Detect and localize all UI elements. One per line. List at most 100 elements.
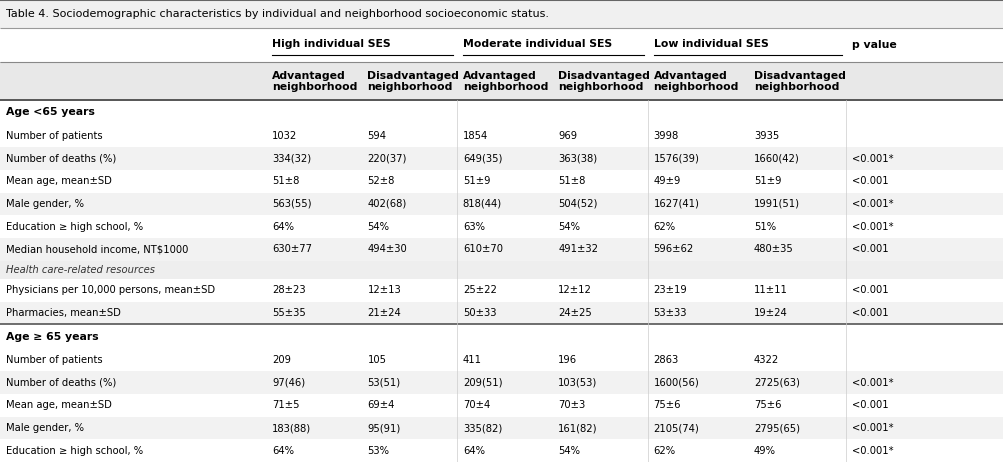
Text: 49±9: 49±9 [653,176,680,186]
Text: 53(51): 53(51) [367,378,400,388]
Text: 70±4: 70±4 [462,401,489,410]
Text: 2105(74): 2105(74) [653,423,699,433]
Text: 161(82): 161(82) [558,423,597,433]
Text: 969: 969 [558,131,577,141]
Bar [0,238,1003,261]
Text: Physicians per 10,000 persons, mean±SD: Physicians per 10,000 persons, mean±SD [6,286,215,295]
Text: <0.001*: <0.001* [852,446,893,456]
Text: 51±8: 51±8 [272,176,299,186]
Bar [0,100,1003,125]
Text: 3935: 3935 [753,131,778,141]
Text: <0.001*: <0.001* [852,423,893,433]
Text: Median household income, NT$1000: Median household income, NT$1000 [6,244,189,254]
Bar [0,147,1003,170]
Text: Mean age, mean±SD: Mean age, mean±SD [6,401,111,410]
Text: 53±33: 53±33 [653,308,686,318]
Text: 1991(51): 1991(51) [753,199,799,209]
Text: 1600(56): 1600(56) [653,378,699,388]
Bar [0,349,1003,371]
Text: 50±33: 50±33 [462,308,495,318]
Bar [0,394,1003,417]
Text: 2863: 2863 [653,355,678,365]
Text: 363(38): 363(38) [558,154,597,164]
Text: 1576(39): 1576(39) [653,154,699,164]
Text: 596±62: 596±62 [653,244,693,254]
Text: 12±13: 12±13 [367,286,401,295]
Text: 480±35: 480±35 [753,244,793,254]
Text: <0.001: <0.001 [852,308,888,318]
Text: 594: 594 [367,131,386,141]
Text: p value: p value [852,40,897,50]
Text: 11±11: 11±11 [753,286,787,295]
Text: Disadvantaged
neighborhood: Disadvantaged neighborhood [753,71,846,92]
Text: 71±5: 71±5 [272,401,299,410]
Bar [0,125,1003,147]
Text: Education ≥ high school, %: Education ≥ high school, % [6,222,143,231]
Text: 64%: 64% [462,446,484,456]
Text: 70±3: 70±3 [558,401,585,410]
Text: Pharmacies, mean±SD: Pharmacies, mean±SD [6,308,120,318]
Text: Advantaged
neighborhood: Advantaged neighborhood [272,71,357,92]
Bar [0,439,1003,462]
Text: Health care-related resources: Health care-related resources [6,265,154,275]
Text: 402(68): 402(68) [367,199,406,209]
Text: 630±77: 630±77 [272,244,312,254]
Text: 103(53): 103(53) [558,378,597,388]
Bar [0,62,1003,100]
Text: 2795(65): 2795(65) [753,423,799,433]
Text: 49%: 49% [753,446,775,456]
Text: 334(32): 334(32) [272,154,311,164]
Text: Table 4. Sociodemographic characteristics by individual and neighborhood socioec: Table 4. Sociodemographic characteristic… [6,9,549,19]
Text: 21±24: 21±24 [367,308,401,318]
Text: Disadvantaged
neighborhood: Disadvantaged neighborhood [558,71,650,92]
Text: 52±8: 52±8 [367,176,394,186]
Text: 51±9: 51±9 [462,176,489,186]
Text: <0.001*: <0.001* [852,378,893,388]
Text: 209: 209 [272,355,291,365]
Text: Moderate individual SES: Moderate individual SES [462,39,612,49]
Text: <0.001: <0.001 [852,176,888,186]
Text: <0.001: <0.001 [852,286,888,295]
Text: High individual SES: High individual SES [272,39,390,49]
Bar [0,417,1003,439]
Bar [0,193,1003,215]
Text: 4322: 4322 [753,355,778,365]
Text: 818(44): 818(44) [462,199,502,209]
Text: 62%: 62% [653,222,675,231]
Text: 63%: 63% [462,222,484,231]
Text: <0.001: <0.001 [852,244,888,254]
Text: 196: 196 [558,355,577,365]
Text: 649(35): 649(35) [462,154,502,164]
Text: 2725(63): 2725(63) [753,378,799,388]
Text: 51±9: 51±9 [753,176,780,186]
Text: Age <65 years: Age <65 years [6,108,95,117]
Text: 53%: 53% [367,446,389,456]
Bar [0,215,1003,238]
Text: 494±30: 494±30 [367,244,407,254]
Bar [0,324,1003,349]
Text: 3998: 3998 [653,131,678,141]
Text: 28±23: 28±23 [272,286,305,295]
Text: 97(46): 97(46) [272,378,305,388]
Text: 54%: 54% [558,446,580,456]
Text: Advantaged
neighborhood: Advantaged neighborhood [653,71,738,92]
Bar [0,0,1003,28]
Text: 1627(41): 1627(41) [653,199,699,209]
Text: Advantaged
neighborhood: Advantaged neighborhood [462,71,548,92]
Text: 25±22: 25±22 [462,286,496,295]
Text: 95(91): 95(91) [367,423,400,433]
Text: 1660(42): 1660(42) [753,154,799,164]
Bar [0,261,1003,279]
Text: <0.001*: <0.001* [852,199,893,209]
Text: 23±19: 23±19 [653,286,687,295]
Text: 220(37): 220(37) [367,154,406,164]
Text: 105: 105 [367,355,386,365]
Text: Age ≥ 65 years: Age ≥ 65 years [6,332,98,341]
Bar [0,28,1003,62]
Bar [0,302,1003,324]
Text: 491±32: 491±32 [558,244,598,254]
Text: <0.001*: <0.001* [852,222,893,231]
Text: 75±6: 75±6 [653,401,680,410]
Text: Number of deaths (%): Number of deaths (%) [6,154,116,164]
Text: <0.001: <0.001 [852,401,888,410]
